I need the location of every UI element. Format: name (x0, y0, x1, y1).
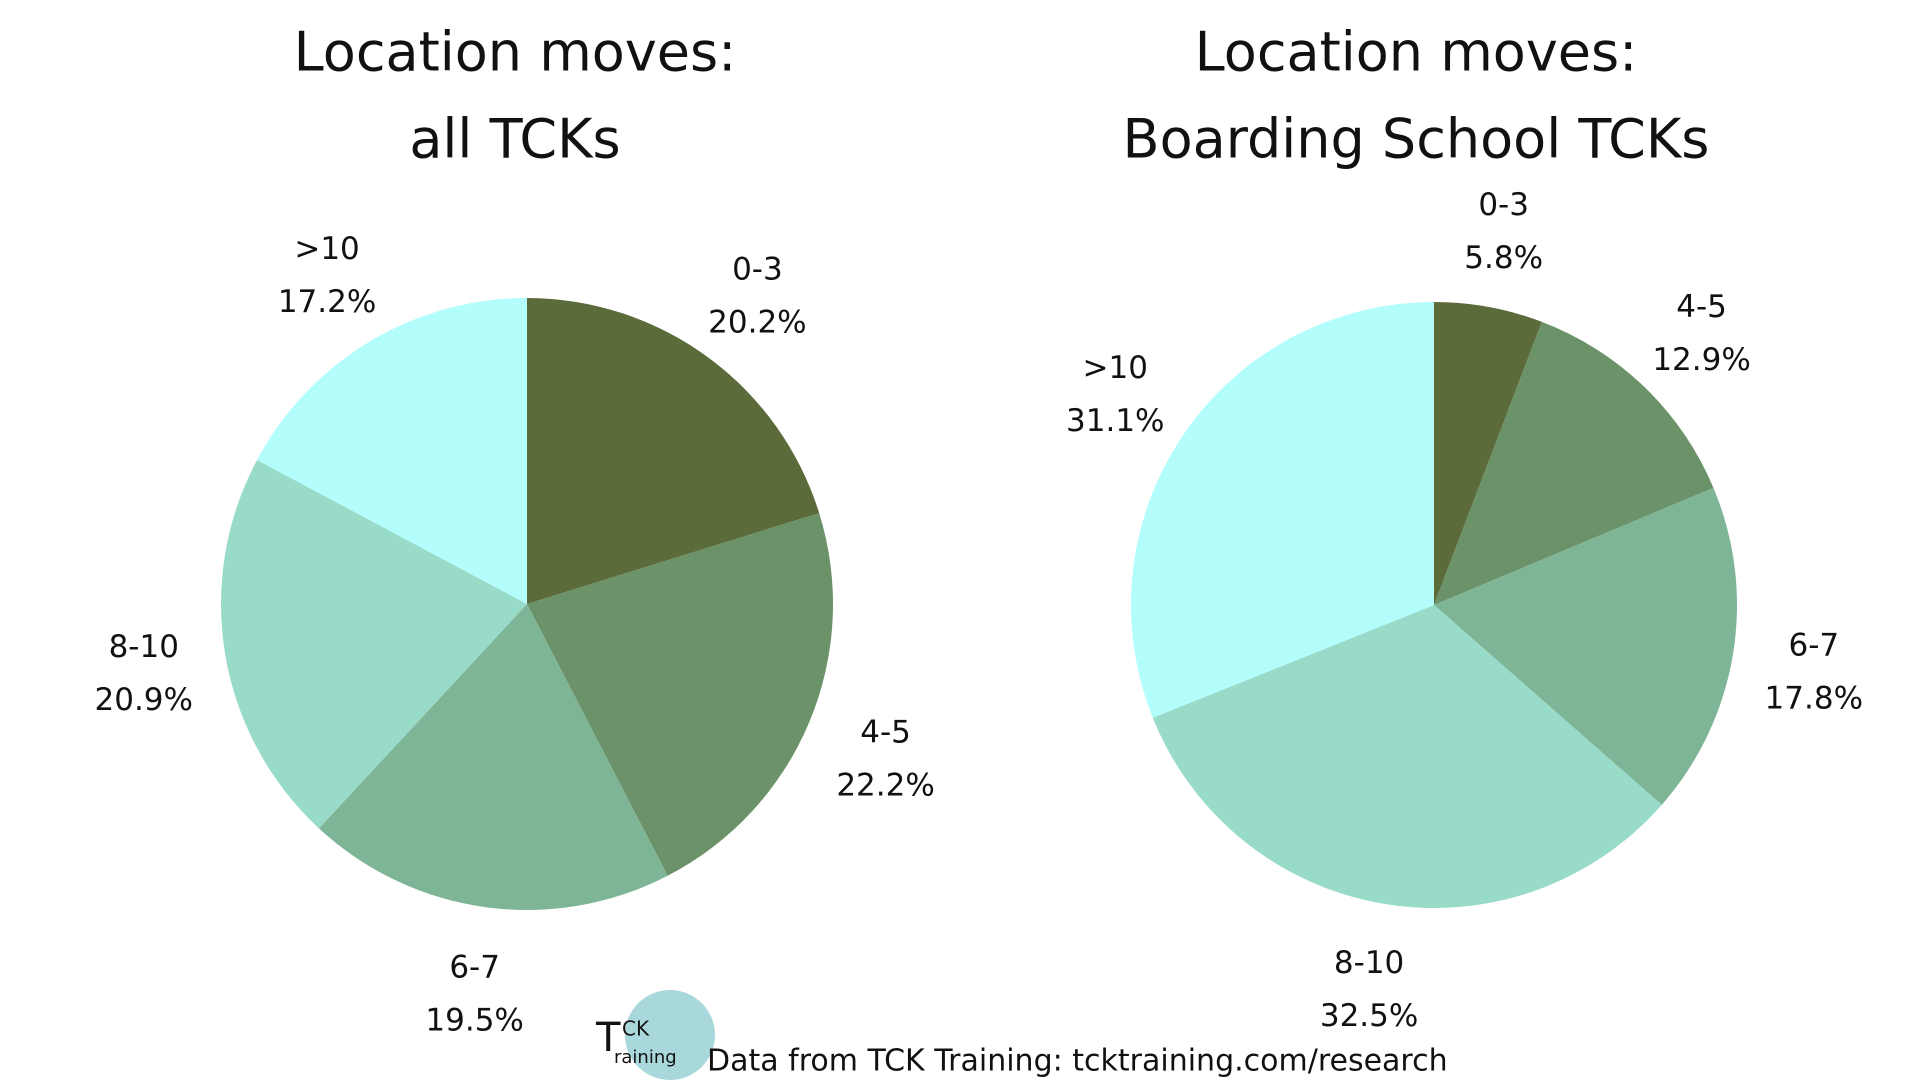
chart-title: Location moves: (1195, 21, 1638, 84)
slice-value-label: 19.5% (425, 1003, 523, 1039)
slice-label: 6-7 (449, 950, 500, 986)
slice-label: >10 (294, 231, 359, 267)
slice-value-label: 17.2% (278, 284, 376, 320)
chart-title: Boarding School TCKs (1123, 108, 1710, 171)
slice-value-label: 20.2% (708, 305, 806, 341)
pie-slice (318, 604, 668, 910)
slice-value-label: 32.5% (1320, 998, 1418, 1034)
pie-slice (527, 513, 833, 876)
logo-circle (625, 990, 715, 1080)
pie-slice (1434, 302, 1542, 605)
slice-value-label: 17.8% (1765, 680, 1863, 716)
pie-slice (257, 298, 527, 604)
slice-label: 8-10 (1334, 945, 1404, 981)
slice-value-label: 20.9% (95, 682, 193, 718)
pie-slice (1130, 302, 1434, 718)
slice-label: 6-7 (1788, 627, 1839, 663)
slice-label: 8-10 (109, 629, 179, 665)
logo-text: raining (614, 1047, 677, 1068)
slice-label: >10 (1083, 350, 1148, 386)
slice-value-label: 12.9% (1652, 342, 1750, 378)
slice-value-label: 22.2% (836, 767, 934, 803)
pie-slice (527, 298, 820, 604)
slice-label: 4-5 (860, 714, 911, 750)
pie-slice (1434, 321, 1714, 605)
pie-slice (1152, 605, 1662, 909)
slice-label: 0-3 (732, 252, 783, 288)
chart-title: Location moves: (294, 21, 737, 84)
slice-value-label: 31.1% (1066, 403, 1164, 439)
chart-title: all TCKs (409, 108, 620, 171)
logo-text: CK (622, 1017, 650, 1041)
pie-slice (220, 459, 527, 829)
logo-letter: T (595, 1015, 621, 1061)
slice-label: 0-3 (1478, 187, 1529, 223)
slice-value-label: 5.8% (1464, 240, 1543, 276)
source-note: Data from TCK Training: tcktraining.com/… (707, 1044, 1448, 1079)
pie-slice (1434, 487, 1737, 805)
slice-label: 4-5 (1676, 289, 1727, 325)
